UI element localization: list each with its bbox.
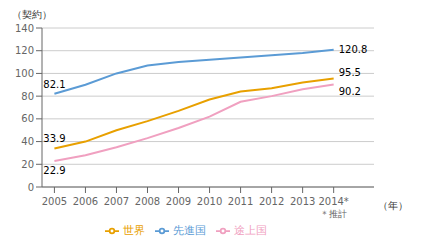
svg-text:2011: 2011 (228, 196, 253, 207)
svg-text:120: 120 (15, 45, 34, 56)
svg-text:82.1: 82.1 (43, 79, 65, 90)
svg-text:20: 20 (21, 159, 34, 170)
svg-text:90.2: 90.2 (339, 86, 361, 97)
svg-text:（年）: （年） (378, 200, 408, 211)
svg-text:2014*: 2014* (318, 196, 348, 207)
svg-text:95.5: 95.5 (339, 67, 361, 78)
svg-text:2006: 2006 (73, 196, 98, 207)
svg-text:80: 80 (21, 91, 34, 102)
svg-text:2005: 2005 (42, 196, 67, 207)
svg-text:0: 0 (28, 182, 34, 193)
html-text:世界: 世界 (123, 224, 145, 237)
svg-text:2012: 2012 (259, 196, 284, 207)
html-text:途上国: 途上国 (234, 224, 267, 237)
svg-text:2013: 2013 (290, 196, 315, 207)
svg-text:2007: 2007 (104, 196, 129, 207)
svg-text:140: 140 (15, 23, 34, 34)
html-text:先進国: 先進国 (173, 224, 206, 237)
svg-text:100: 100 (15, 68, 34, 79)
svg-text:60: 60 (21, 113, 34, 124)
html-text:（契約）: （契約） (12, 9, 52, 20)
svg-text:120.8: 120.8 (339, 44, 368, 55)
svg-text:2010: 2010 (197, 196, 222, 207)
svg-text:＊推計: ＊推計 (320, 209, 347, 219)
svg-text:40: 40 (21, 136, 34, 147)
svg-text:2009: 2009 (166, 196, 191, 207)
svg-text:33.9: 33.9 (43, 133, 65, 144)
svg-text:2008: 2008 (135, 196, 160, 207)
svg-text:22.9: 22.9 (43, 165, 65, 176)
